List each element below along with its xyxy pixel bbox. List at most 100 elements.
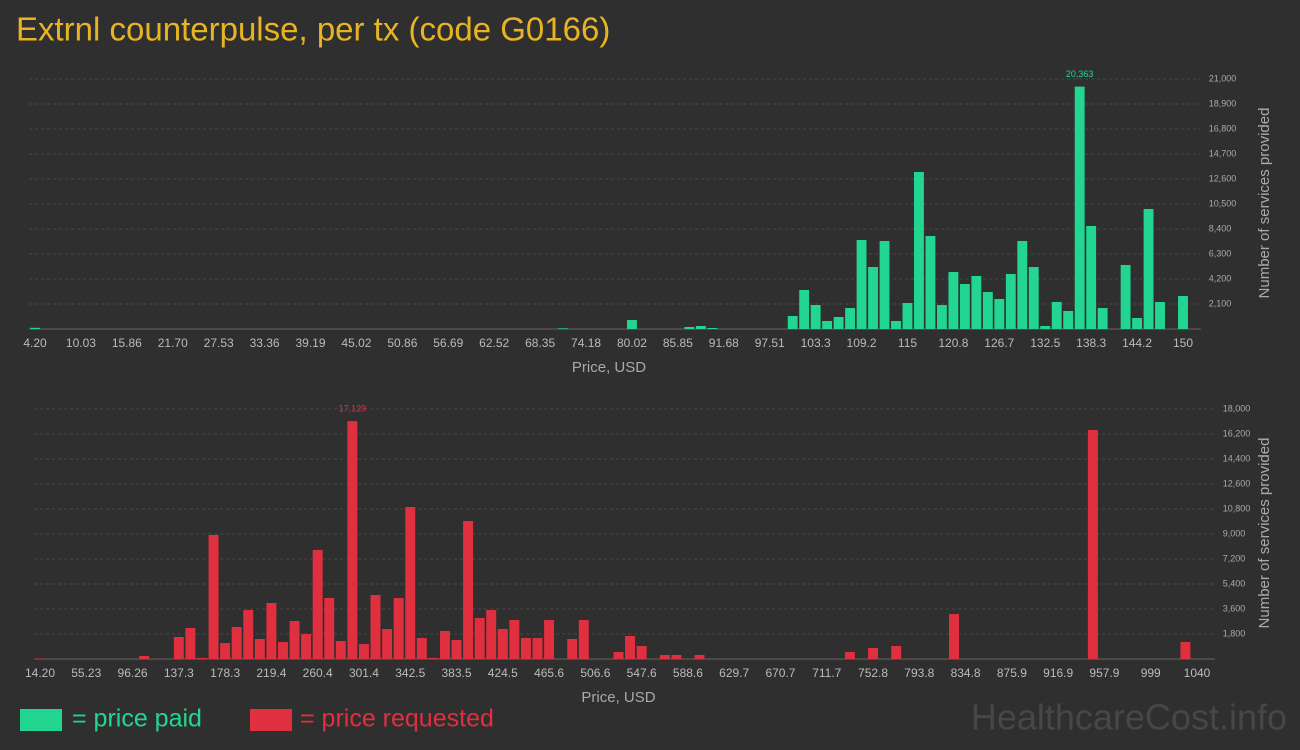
y-tick-label: 5,400 bbox=[1223, 578, 1246, 588]
bar bbox=[684, 327, 695, 329]
bar bbox=[474, 618, 485, 659]
x-tick-label: 547.6 bbox=[627, 666, 657, 680]
bar bbox=[1074, 86, 1085, 329]
y-tick-label: 4,200 bbox=[1209, 273, 1232, 283]
x-tick-label: 999 bbox=[1141, 666, 1161, 680]
x-tick-label: 85.85 bbox=[663, 336, 693, 350]
bar bbox=[1028, 267, 1039, 329]
x-tick-label: 126.7 bbox=[984, 336, 1014, 350]
bar bbox=[1097, 308, 1108, 329]
bar bbox=[197, 658, 207, 659]
x-tick-label: 45.02 bbox=[341, 336, 371, 350]
x-tick-label: 33.36 bbox=[250, 336, 280, 350]
bar bbox=[914, 172, 924, 329]
bar bbox=[370, 595, 381, 659]
x-tick-label: 793.8 bbox=[904, 666, 934, 680]
y-tick-label: 12,600 bbox=[1223, 478, 1251, 488]
x-tick-label: 260.4 bbox=[303, 666, 333, 680]
x-tick-label: 383.5 bbox=[442, 666, 472, 680]
bar bbox=[393, 598, 404, 659]
bar bbox=[567, 639, 578, 659]
bar bbox=[1017, 241, 1028, 329]
y-tick-label: 6,300 bbox=[1209, 248, 1232, 258]
bar bbox=[289, 621, 300, 659]
bar bbox=[982, 292, 993, 329]
legend-label: = price paid bbox=[72, 705, 202, 733]
bar bbox=[544, 620, 555, 659]
bar bbox=[347, 421, 358, 659]
x-tick-label: 150 bbox=[1173, 336, 1193, 350]
bar bbox=[558, 328, 569, 329]
bar bbox=[833, 317, 844, 329]
bar bbox=[868, 267, 878, 329]
x-tick-label: 342.5 bbox=[395, 666, 425, 680]
x-tick-label: 27.53 bbox=[204, 336, 234, 350]
x-tick-label: 96.26 bbox=[118, 666, 148, 680]
bar bbox=[671, 655, 682, 659]
bar bbox=[891, 321, 901, 329]
x-tick-label: 465.6 bbox=[534, 666, 564, 680]
x-tick-label: 68.35 bbox=[525, 336, 555, 350]
x-tick-label: 50.86 bbox=[387, 336, 417, 350]
y-tick-label: 16,200 bbox=[1223, 428, 1251, 438]
x-tick-label: 132.5 bbox=[1030, 336, 1060, 350]
x-axis-title: Price, USD bbox=[581, 689, 655, 706]
bar bbox=[324, 598, 335, 659]
x-axis-title: Price, USD bbox=[572, 359, 646, 376]
legend-swatch bbox=[20, 709, 62, 731]
bar bbox=[312, 550, 323, 659]
x-tick-label: 670.7 bbox=[765, 666, 795, 680]
bar bbox=[520, 638, 531, 659]
bar bbox=[902, 303, 913, 329]
bar bbox=[439, 631, 450, 659]
x-tick-label: 138.3 bbox=[1076, 336, 1106, 350]
x-tick-label: 97.51 bbox=[755, 336, 785, 350]
x-tick-label: 80.02 bbox=[617, 336, 647, 350]
x-tick-label: 103.3 bbox=[801, 336, 831, 350]
bar bbox=[925, 236, 936, 329]
bar bbox=[845, 308, 856, 329]
bar bbox=[822, 321, 833, 329]
y-tick-label: 1,800 bbox=[1223, 628, 1246, 638]
bar bbox=[231, 627, 242, 659]
y-tick-label: 16,800 bbox=[1209, 123, 1237, 133]
x-tick-label: 56.69 bbox=[433, 336, 463, 350]
data-label: 20,363 bbox=[1066, 69, 1094, 79]
x-tick-label: 834.8 bbox=[951, 666, 981, 680]
bar bbox=[532, 638, 543, 659]
bar bbox=[335, 641, 346, 659]
bar bbox=[1155, 302, 1165, 329]
bar bbox=[844, 652, 855, 659]
x-tick-label: 115 bbox=[898, 336, 917, 350]
x-tick-label: 91.68 bbox=[709, 336, 739, 350]
bar bbox=[613, 652, 624, 659]
y-tick-label: 10,500 bbox=[1209, 198, 1237, 208]
bar bbox=[428, 658, 439, 659]
bar bbox=[486, 610, 497, 659]
bar bbox=[185, 628, 196, 659]
x-tick-label: 178.3 bbox=[210, 666, 240, 680]
watermark: HealthcareCost.info bbox=[971, 697, 1287, 738]
x-tick-label: 875.9 bbox=[997, 666, 1027, 680]
bar bbox=[971, 276, 982, 329]
x-tick-label: 39.19 bbox=[296, 336, 326, 350]
bar bbox=[173, 637, 184, 659]
data-label: 17,129 bbox=[339, 403, 367, 413]
x-tick-label: 21.70 bbox=[158, 336, 188, 350]
bar bbox=[636, 646, 647, 659]
y-tick-label: 18,000 bbox=[1223, 403, 1251, 413]
y-tick-label: 3,600 bbox=[1223, 603, 1246, 613]
bar bbox=[220, 643, 231, 659]
bar bbox=[868, 648, 879, 659]
x-tick-label: 711.7 bbox=[812, 666, 841, 680]
bar bbox=[879, 241, 890, 329]
bar bbox=[994, 299, 1005, 329]
x-tick-label: 301.4 bbox=[349, 666, 379, 680]
y-tick-label: 12,600 bbox=[1209, 173, 1237, 183]
y-axis-title: Number of services provided bbox=[1256, 438, 1273, 629]
x-tick-label: 1040 bbox=[1184, 666, 1211, 680]
bar bbox=[139, 656, 150, 659]
x-tick-label: 109.2 bbox=[847, 336, 877, 350]
bar bbox=[787, 316, 798, 329]
